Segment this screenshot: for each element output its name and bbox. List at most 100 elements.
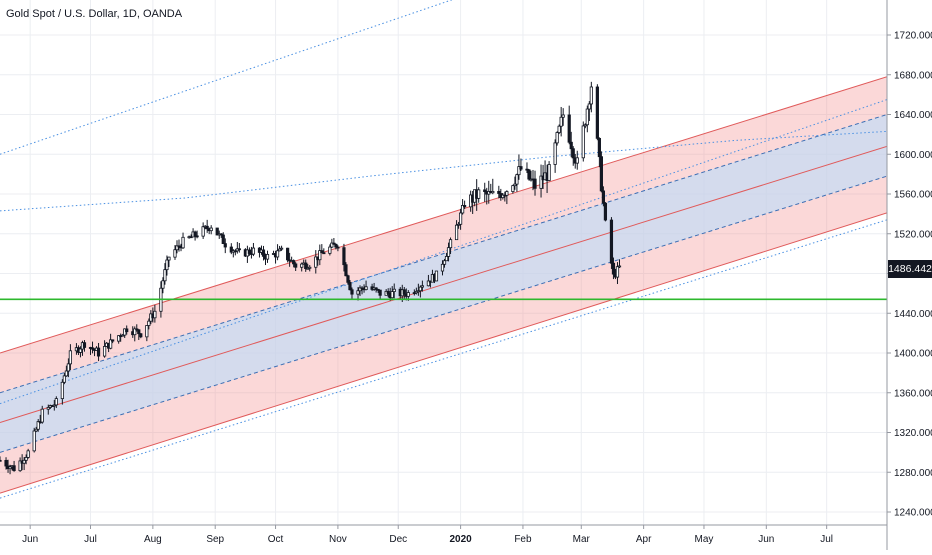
candle-body <box>517 166 521 176</box>
candle-body <box>342 247 346 266</box>
candle-body <box>90 347 95 350</box>
candle-body <box>595 86 599 139</box>
x-tick-label: Apr <box>636 534 652 545</box>
y-tick-label: 1560.000 <box>894 190 932 201</box>
candle-body <box>567 114 571 143</box>
y-tick-label: 1600.000 <box>894 150 932 161</box>
x-tick-label: Sep <box>206 534 224 545</box>
y-tick-label: 1440.000 <box>894 309 932 320</box>
candle-body <box>386 290 390 294</box>
dotted-trendlines <box>0 0 887 212</box>
candle-body <box>139 333 143 338</box>
candle-body <box>334 243 338 248</box>
candle-body <box>358 287 362 292</box>
candle-body <box>46 407 50 410</box>
candle-body <box>275 250 280 258</box>
candle-body <box>434 270 439 282</box>
candle-body <box>22 459 26 464</box>
candle-body <box>82 342 87 348</box>
regression-channel <box>0 76 887 499</box>
candle-body <box>328 246 332 254</box>
candle-body <box>497 191 501 194</box>
candle-body <box>581 125 585 159</box>
candle-body <box>539 175 543 189</box>
candle-body <box>378 289 382 296</box>
candle-body <box>52 404 56 407</box>
candle-body <box>135 328 139 331</box>
candle-body <box>26 450 30 458</box>
candle-body <box>515 174 519 185</box>
channel-upper-line <box>0 76 887 354</box>
candle-body <box>364 286 368 290</box>
y-tick-label: 1240.000 <box>894 508 932 519</box>
candle-body <box>40 408 44 423</box>
candle-body <box>611 262 616 275</box>
candle-body <box>286 247 290 261</box>
candle-body <box>527 169 531 180</box>
candle-body <box>308 266 312 269</box>
candle-body <box>64 370 68 377</box>
x-tick-label: Jun <box>22 534 38 545</box>
candle-body <box>617 265 622 268</box>
chart-title: Gold Spot / U.S. Dollar, 1D, OANDA <box>6 8 183 20</box>
channel-inner-lower-line <box>0 175 887 453</box>
candle-body <box>237 248 241 251</box>
candle-body <box>320 250 324 254</box>
candle-body <box>54 398 58 406</box>
y-tick-label: 1680.000 <box>894 70 932 81</box>
candle-body <box>300 263 304 268</box>
candle-body <box>571 148 575 159</box>
candle-body <box>356 290 360 295</box>
candles <box>0 81 622 475</box>
candle-body <box>173 249 177 258</box>
candle-body <box>219 233 223 236</box>
candle-body <box>332 242 336 245</box>
candle-body <box>167 256 171 261</box>
candle-body <box>121 334 125 337</box>
candle-body <box>193 231 197 237</box>
candle-body <box>533 178 537 189</box>
candle-body <box>561 114 565 118</box>
y-tick-label: 1400.000 <box>894 349 932 360</box>
candle-body <box>201 226 205 237</box>
candle-body <box>344 264 348 277</box>
candle-body <box>491 191 495 194</box>
x-tick-label: Aug <box>144 534 162 545</box>
candle-body <box>350 289 354 295</box>
channel-center-line <box>0 145 887 424</box>
last-price-label: 1486.442 <box>888 260 932 278</box>
candle-body <box>145 325 149 338</box>
candle-body <box>519 166 523 170</box>
candle-body <box>555 132 559 144</box>
y-tick-label: 1640.000 <box>894 110 932 121</box>
candle-body <box>195 235 199 238</box>
x-tick-label: Mar <box>573 534 591 545</box>
candle-body <box>585 108 589 126</box>
candle-body <box>215 227 219 236</box>
candle-body <box>165 259 169 271</box>
candle-body <box>569 141 573 150</box>
candle-body <box>559 116 563 127</box>
candle-body <box>346 275 350 283</box>
candle-body <box>330 242 334 248</box>
candle-body <box>306 267 310 270</box>
x-tick-label: May <box>695 534 714 545</box>
candle-body <box>416 290 420 293</box>
dotted-line-steep-upper <box>0 0 453 155</box>
channel-inner-upper-line <box>0 114 887 394</box>
x-tick-label: 2020 <box>449 534 472 545</box>
candle-body <box>247 249 252 254</box>
candle-body <box>24 457 28 461</box>
candle-body <box>615 266 620 278</box>
candle-body <box>163 269 167 282</box>
candle-body <box>483 189 487 193</box>
y-tick-label: 1280.000 <box>894 468 932 479</box>
candle-body <box>18 460 22 472</box>
x-tick-label: Nov <box>329 534 347 545</box>
candle-body <box>446 247 451 257</box>
candle-body <box>109 339 113 349</box>
candle-body <box>279 247 284 250</box>
candle-body <box>147 320 151 326</box>
candle-body <box>36 421 40 430</box>
